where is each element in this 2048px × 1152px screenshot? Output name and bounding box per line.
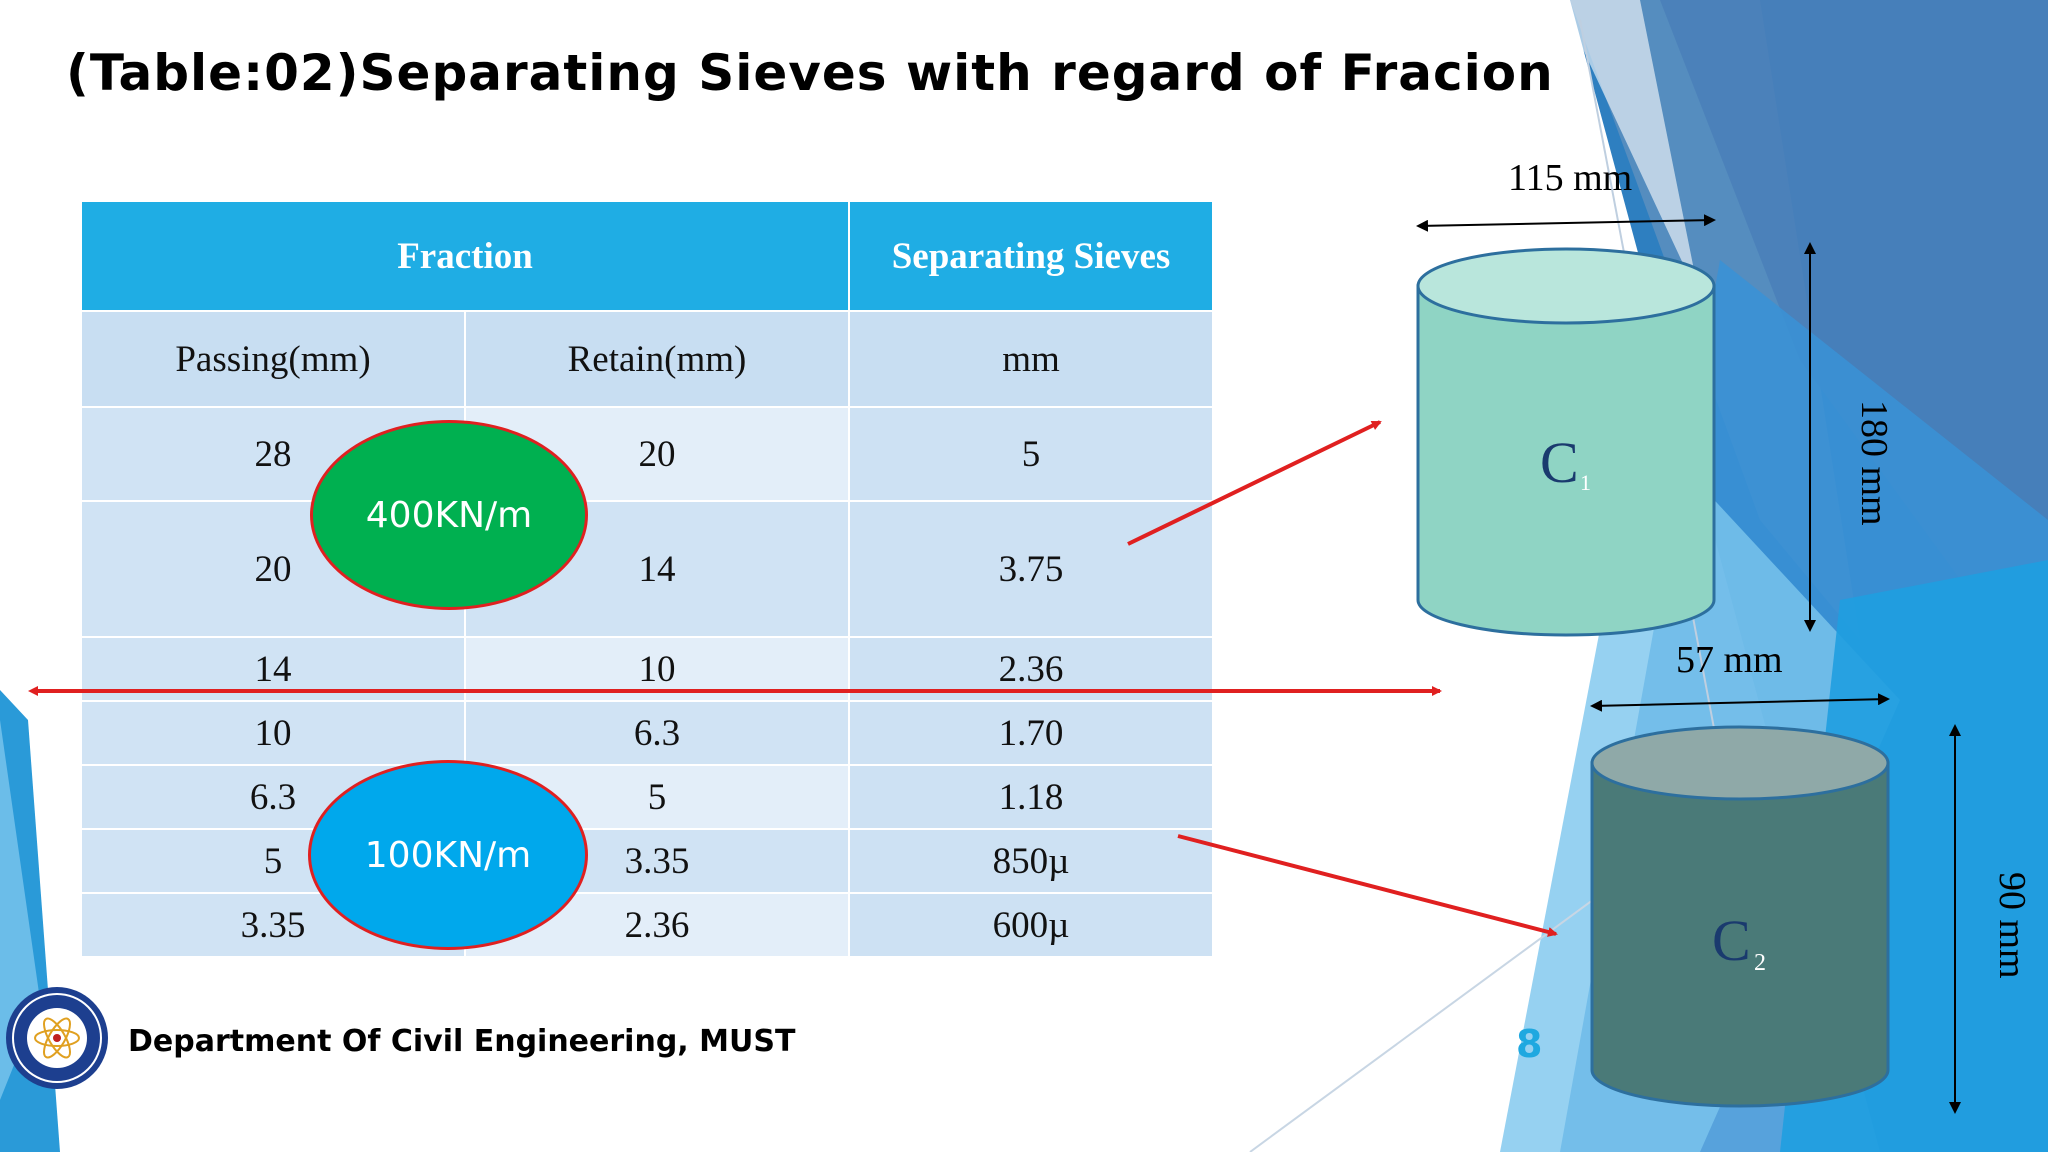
table-row: 6.3 5 1.18 [80,764,1214,830]
university-logo [6,987,108,1089]
sieve-table: Fraction Separating Sieves Passing(mm) R… [80,200,1214,958]
load-oval-400: 400KN/m [310,420,588,610]
subheader-passing: Passing(mm) [80,310,466,408]
page-number: 8 [1516,1022,1543,1066]
retain-cell: 10 [464,636,850,702]
passing-cell: 14 [80,636,466,702]
slide-title: (Table:02)Separating Sieves with regard … [66,44,1554,102]
table-row: 28 20 5 [80,406,1214,502]
sieve-cell: 850µ [848,828,1214,894]
table-row: 20 14 3.75 [80,500,1214,638]
department-footer: Department Of Civil Engineering, MUST [128,1024,796,1059]
retain-cell: 6.3 [464,700,850,766]
sieve-cell: 2.36 [848,636,1214,702]
table-row: 14 10 2.36 [80,636,1214,702]
sieve-cell: 600µ [848,892,1214,958]
sieve-cell: 5 [848,406,1214,502]
table-row: 3.35 2.36 600µ [80,892,1214,958]
passing-cell: 10 [80,700,466,766]
load-oval-100: 100KN/m [308,760,588,950]
sieve-cell: 1.70 [848,700,1214,766]
sieve-cell: 1.18 [848,764,1214,830]
header-fraction: Fraction [80,200,850,312]
table-row: 10 6.3 1.70 [80,700,1214,766]
subheader-unit: mm [848,310,1214,408]
load-oval-400-label: 400KN/m [365,494,533,536]
subheader-retain: Retain(mm) [464,310,850,408]
header-separating-sieves: Separating Sieves [848,200,1214,312]
table-row: 5 3.35 850µ [80,828,1214,894]
load-oval-100-label: 100KN/m [364,834,532,876]
sieve-cell: 3.75 [848,500,1214,638]
